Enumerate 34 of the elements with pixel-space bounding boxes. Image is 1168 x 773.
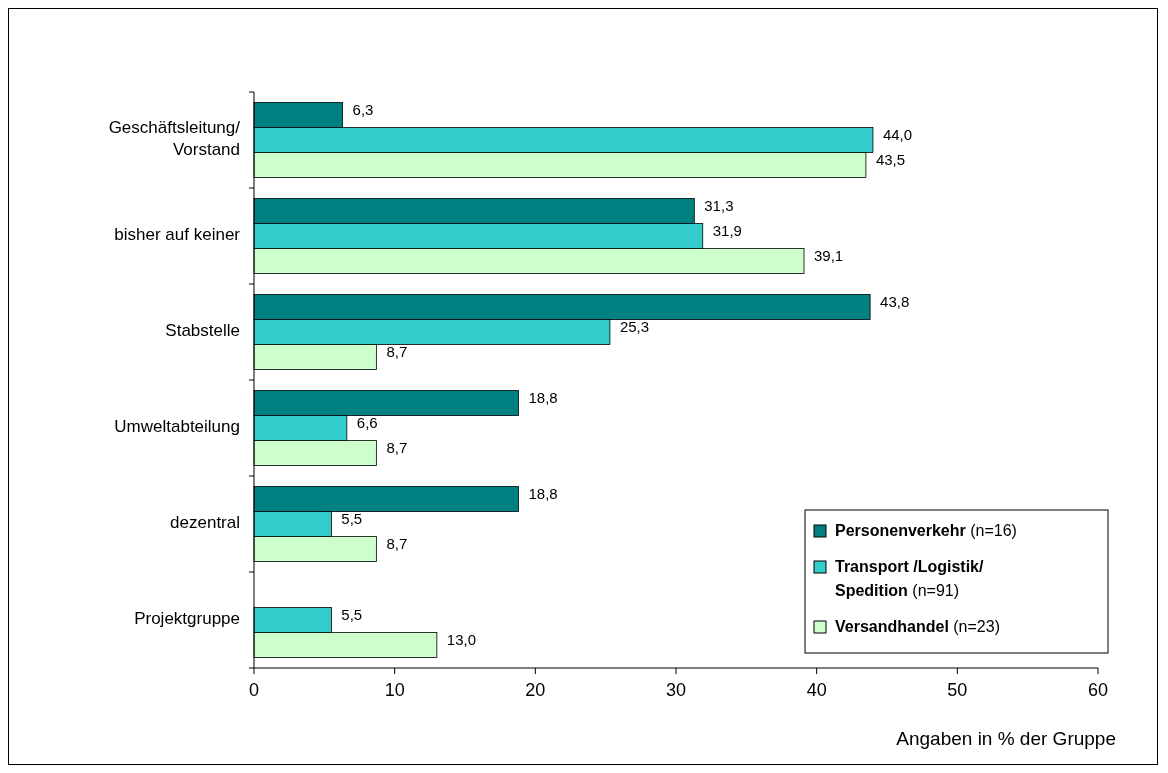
y-tick-label: Projektgruppe <box>134 609 240 629</box>
data-label: 25,3 <box>619 317 650 335</box>
data-label: 39,1 <box>814 246 844 264</box>
y-tick-label: Stabstelle <box>165 321 240 341</box>
data-label: 5,5 <box>341 605 363 623</box>
data-label: 31,3 <box>704 197 734 215</box>
data-label: 43,5 <box>875 150 906 168</box>
data-label: 8,7 <box>386 438 408 456</box>
data-label: 44,0 <box>882 125 913 143</box>
data-label: 8,7 <box>386 534 408 552</box>
y-tick-label: Umweltabteilung <box>114 417 240 437</box>
x-tick-label: 60 <box>1087 680 1109 700</box>
y-tick-label: dezentral <box>170 513 240 533</box>
x-tick-label: 20 <box>525 680 546 700</box>
data-label: 8,7 <box>386 342 408 360</box>
legend-label: Versandhandel (n=23) <box>835 618 1000 636</box>
x-tick-label: 40 <box>806 680 827 700</box>
y-tick-label: bisher auf keiner <box>114 225 241 245</box>
data-label: 6,6 <box>356 413 378 431</box>
data-label: 18,8 <box>528 485 558 503</box>
y-tick-label: Geschäftsleitung/ Vorstand <box>108 118 241 160</box>
data-label: 13,0 <box>446 630 477 648</box>
legend-label: Transport /Logistik/ Spedition (n=91) <box>835 558 985 600</box>
x-axis-title: Angaben in % der Gruppe <box>896 728 1116 749</box>
x-tick-label: 0 <box>248 680 260 700</box>
data-label: 31,9 <box>712 221 742 239</box>
x-tick-label: 10 <box>384 680 405 700</box>
x-tick-label: 30 <box>665 680 687 700</box>
data-label: 18,8 <box>528 389 558 407</box>
data-label: 43,8 <box>880 293 910 311</box>
data-label: 5,5 <box>341 509 363 527</box>
legend-label: Personenverkehr (n=16) <box>835 522 1017 540</box>
data-label: 6,3 <box>352 101 374 119</box>
x-tick-label: 50 <box>947 680 968 700</box>
